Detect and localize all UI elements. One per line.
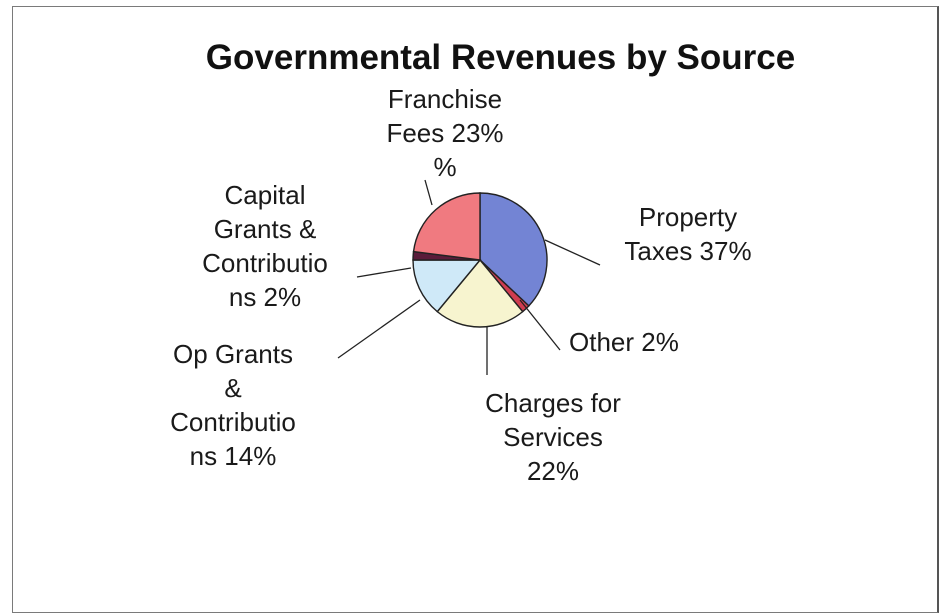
slice-label: Other 2% xyxy=(569,327,679,357)
slice-label-line: Property xyxy=(639,202,737,232)
slice-labels: Property Taxes 37% Other 2% Charges for Serv… xyxy=(170,84,751,486)
slice-label-line: ns 14% xyxy=(190,441,277,471)
slice-label-line: Contributio xyxy=(202,248,328,278)
slice-label-line: Franchise xyxy=(388,84,502,114)
chart-title: Governmental Revenues by Source xyxy=(205,38,796,77)
slice-label-line: Contributio xyxy=(170,407,296,437)
slice-label-line: Capital xyxy=(225,180,306,210)
pie-slice xyxy=(412,192,481,261)
slice-label-line: Op Grants xyxy=(173,339,293,369)
slice-label: Op Grants & Contributio ns 14% xyxy=(170,339,296,471)
slice-label-line: & xyxy=(224,373,241,403)
pie-slice xyxy=(436,258,524,328)
leader-line xyxy=(544,239,601,266)
slice-label-line: Charges for xyxy=(485,388,621,418)
slice-label-line: 22% xyxy=(527,456,579,486)
slice-label-line: Fees 23% xyxy=(386,118,503,148)
slice-label: Capital Grants & Contributio ns 2% xyxy=(202,180,328,312)
leader-lines xyxy=(337,179,601,375)
pie-slice xyxy=(479,192,548,307)
slice-label-line: Taxes 37% xyxy=(624,236,751,266)
slice-label-line: ns 2% xyxy=(229,282,301,312)
leader-line xyxy=(337,299,421,359)
slice-label-line: Other 2% xyxy=(569,327,679,357)
leader-line xyxy=(356,267,412,278)
slice-label: Property Taxes 37% xyxy=(624,202,751,266)
leader-line xyxy=(519,299,561,351)
slice-label-line: % xyxy=(433,152,456,182)
slice-label: Charges for Services 22% xyxy=(485,388,621,486)
pie-slices xyxy=(412,192,548,328)
slice-label-line: Services xyxy=(503,422,603,452)
pie-slice xyxy=(412,259,482,313)
slice-label-line: Grants & xyxy=(214,214,317,244)
slice-label: Franchise Fees 23%% xyxy=(386,84,503,182)
leader-line xyxy=(424,179,433,206)
